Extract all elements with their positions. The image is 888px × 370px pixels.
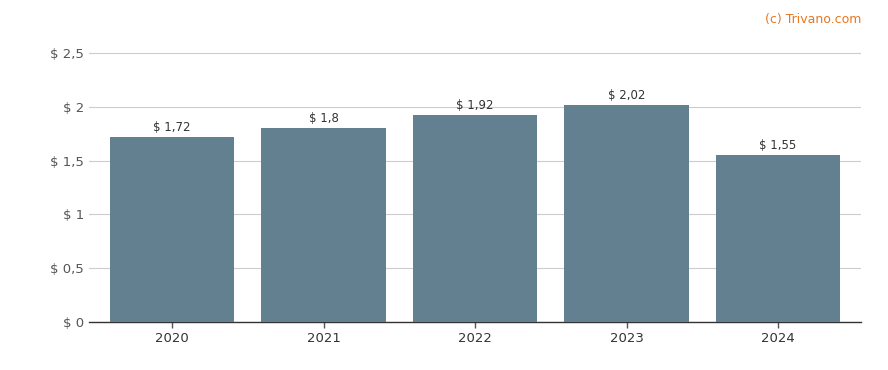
Text: (c) Trivano.com: (c) Trivano.com	[765, 13, 861, 26]
Text: $ 1,8: $ 1,8	[309, 112, 338, 125]
Bar	[716, 155, 840, 322]
Bar	[565, 105, 689, 322]
Bar	[261, 128, 385, 322]
Text: $ 1,92: $ 1,92	[456, 99, 494, 112]
Text: $ 2,02: $ 2,02	[608, 88, 646, 101]
Bar	[413, 115, 537, 322]
Text: $ 1,55: $ 1,55	[759, 139, 797, 152]
Text: $ 1,72: $ 1,72	[154, 121, 191, 134]
Bar	[110, 137, 234, 322]
